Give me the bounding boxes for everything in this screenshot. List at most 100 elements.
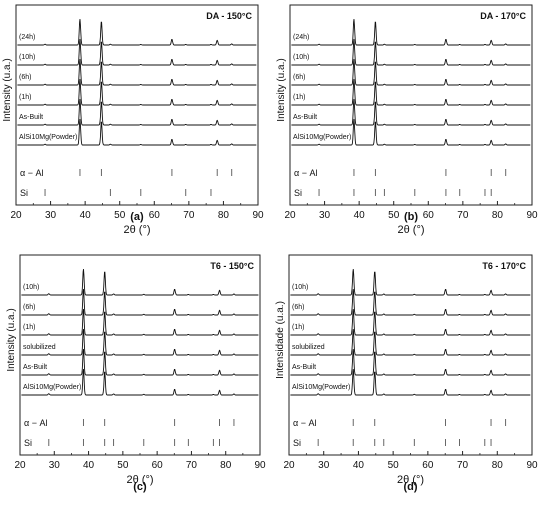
reference-label: α − Al [20, 168, 43, 178]
series-label: As-Built [19, 114, 43, 121]
x-tick-label: 30 [45, 210, 57, 221]
panel-caption: (c) [133, 481, 147, 493]
series-label: (6h) [19, 74, 31, 81]
x-tick-label: 80 [492, 460, 504, 471]
xrd-trace [290, 309, 531, 336]
series-label: (1h) [23, 324, 35, 331]
xrd-trace [21, 329, 259, 356]
x-tick-label: 20 [283, 460, 295, 471]
panel-title: DA - 150°C [206, 11, 252, 21]
series-label: (10h) [19, 54, 35, 61]
xrd-trace [21, 269, 259, 296]
y-axis-label: Intensity (u.a.) [6, 308, 17, 371]
series-label: As-Built [293, 114, 317, 121]
x-tick-label: 30 [319, 210, 331, 221]
x-tick-label: 30 [49, 460, 61, 471]
xrd-trace [291, 99, 531, 126]
x-tick-label: 70 [457, 210, 469, 221]
series-label: AlSi10Mg(Powder) [19, 134, 77, 141]
series-label: (24h) [19, 34, 35, 41]
x-tick-label: 80 [220, 460, 232, 471]
x-tick-label: 90 [252, 210, 264, 221]
reference-label: α − Al [294, 168, 317, 178]
xrd-trace [17, 19, 257, 46]
x-tick-label: 70 [186, 460, 198, 471]
x-tick-label: 40 [80, 210, 92, 221]
x-tick-label: 80 [218, 210, 230, 221]
y-axis-label: Intensity (u.a.) [2, 58, 13, 121]
x-tick-label: 50 [388, 210, 400, 221]
xrd-panel-d: T6 - 170°C 20 30 40 50 60 70 80 90 2θ (°) Intensid… [275, 254, 538, 493]
series-label: (10h) [292, 284, 308, 291]
series-label: AlSi10Mg(Powder) [292, 384, 350, 391]
reference-label: α − Al [24, 418, 47, 428]
y-axis-label: Intensity (u.a.) [276, 58, 287, 121]
x-tick-label: 50 [114, 210, 126, 221]
reference-label: Si [293, 438, 301, 448]
series-label: AlSi10Mg(Powder) [293, 134, 351, 141]
panel-title: DA - 170°C [480, 11, 526, 21]
xrd-trace [290, 289, 531, 316]
xrd-panel-b: DA - 170°C 20 30 40 50 60 70 80 90 2θ (°) Intensit… [276, 4, 538, 236]
x-tick-label: 90 [526, 210, 538, 221]
series-label: (10h) [293, 54, 309, 61]
x-tick-label: 60 [422, 460, 434, 471]
panel-caption: (b) [404, 211, 418, 223]
xrd-trace [290, 349, 531, 376]
x-tick-label: 90 [254, 460, 266, 471]
x-tick-label: 80 [492, 210, 504, 221]
xrd-trace [291, 119, 531, 146]
x-tick-label: 60 [423, 210, 435, 221]
xrd-trace [290, 329, 531, 356]
reference-label: α − Al [293, 418, 316, 428]
x-tick-label: 60 [152, 460, 164, 471]
series-label: (1h) [292, 324, 304, 331]
x-axis-label: 2θ (°) [123, 224, 150, 236]
x-tick-label: 90 [526, 460, 538, 471]
y-axis-label: Intensidade (u.a.) [275, 301, 286, 379]
xrd-trace [21, 369, 259, 396]
xrd-trace [17, 39, 257, 66]
reference-label: Si [24, 438, 32, 448]
x-tick-label: 70 [457, 460, 469, 471]
reference-label: Si [20, 188, 28, 198]
panel-title: T6 - 170°C [482, 261, 526, 271]
series-label: solubilized [23, 344, 56, 351]
x-tick-label: 50 [388, 460, 400, 471]
xrd-trace [17, 79, 257, 106]
series-label: (1h) [19, 94, 31, 101]
x-tick-label: 20 [284, 210, 296, 221]
xrd-trace [290, 369, 531, 396]
xrd-panel-c: T6 - 150°C 20 30 40 50 60 70 80 90 2θ (°) Intensit… [6, 254, 266, 493]
series-label: (1h) [293, 94, 305, 101]
x-tick-label: 40 [83, 460, 95, 471]
panel-caption: (d) [403, 481, 417, 493]
series-label: (6h) [23, 304, 35, 311]
xrd-trace [17, 59, 257, 86]
panel-caption: (a) [130, 211, 144, 223]
series-label: (24h) [293, 34, 309, 41]
x-tick-label: 70 [183, 210, 195, 221]
x-tick-label: 60 [149, 210, 161, 221]
xrd-trace [291, 39, 531, 66]
xrd-trace [290, 269, 531, 296]
x-tick-label: 50 [117, 460, 129, 471]
series-label: (10h) [23, 284, 39, 291]
series-label: (6h) [292, 304, 304, 311]
series-label: (6h) [293, 74, 305, 81]
series-label: As-Built [292, 364, 316, 371]
x-tick-label: 40 [353, 460, 365, 471]
x-tick-label: 20 [10, 210, 22, 221]
x-tick-label: 40 [354, 210, 366, 221]
panel-title: T6 - 150°C [210, 261, 254, 271]
x-axis-label: 2θ (°) [126, 474, 153, 486]
xrd-trace [17, 99, 257, 126]
x-tick-label: 30 [318, 460, 330, 471]
x-axis-label: 2θ (°) [397, 474, 424, 486]
xrd-trace [291, 79, 531, 106]
xrd-trace [21, 349, 259, 376]
xrd-trace [291, 19, 531, 46]
xrd-trace [17, 119, 257, 146]
xrd-panel-a: DA - 150°C 20 30 40 50 60 70 80 90 2θ (°) Intensit… [2, 4, 264, 236]
